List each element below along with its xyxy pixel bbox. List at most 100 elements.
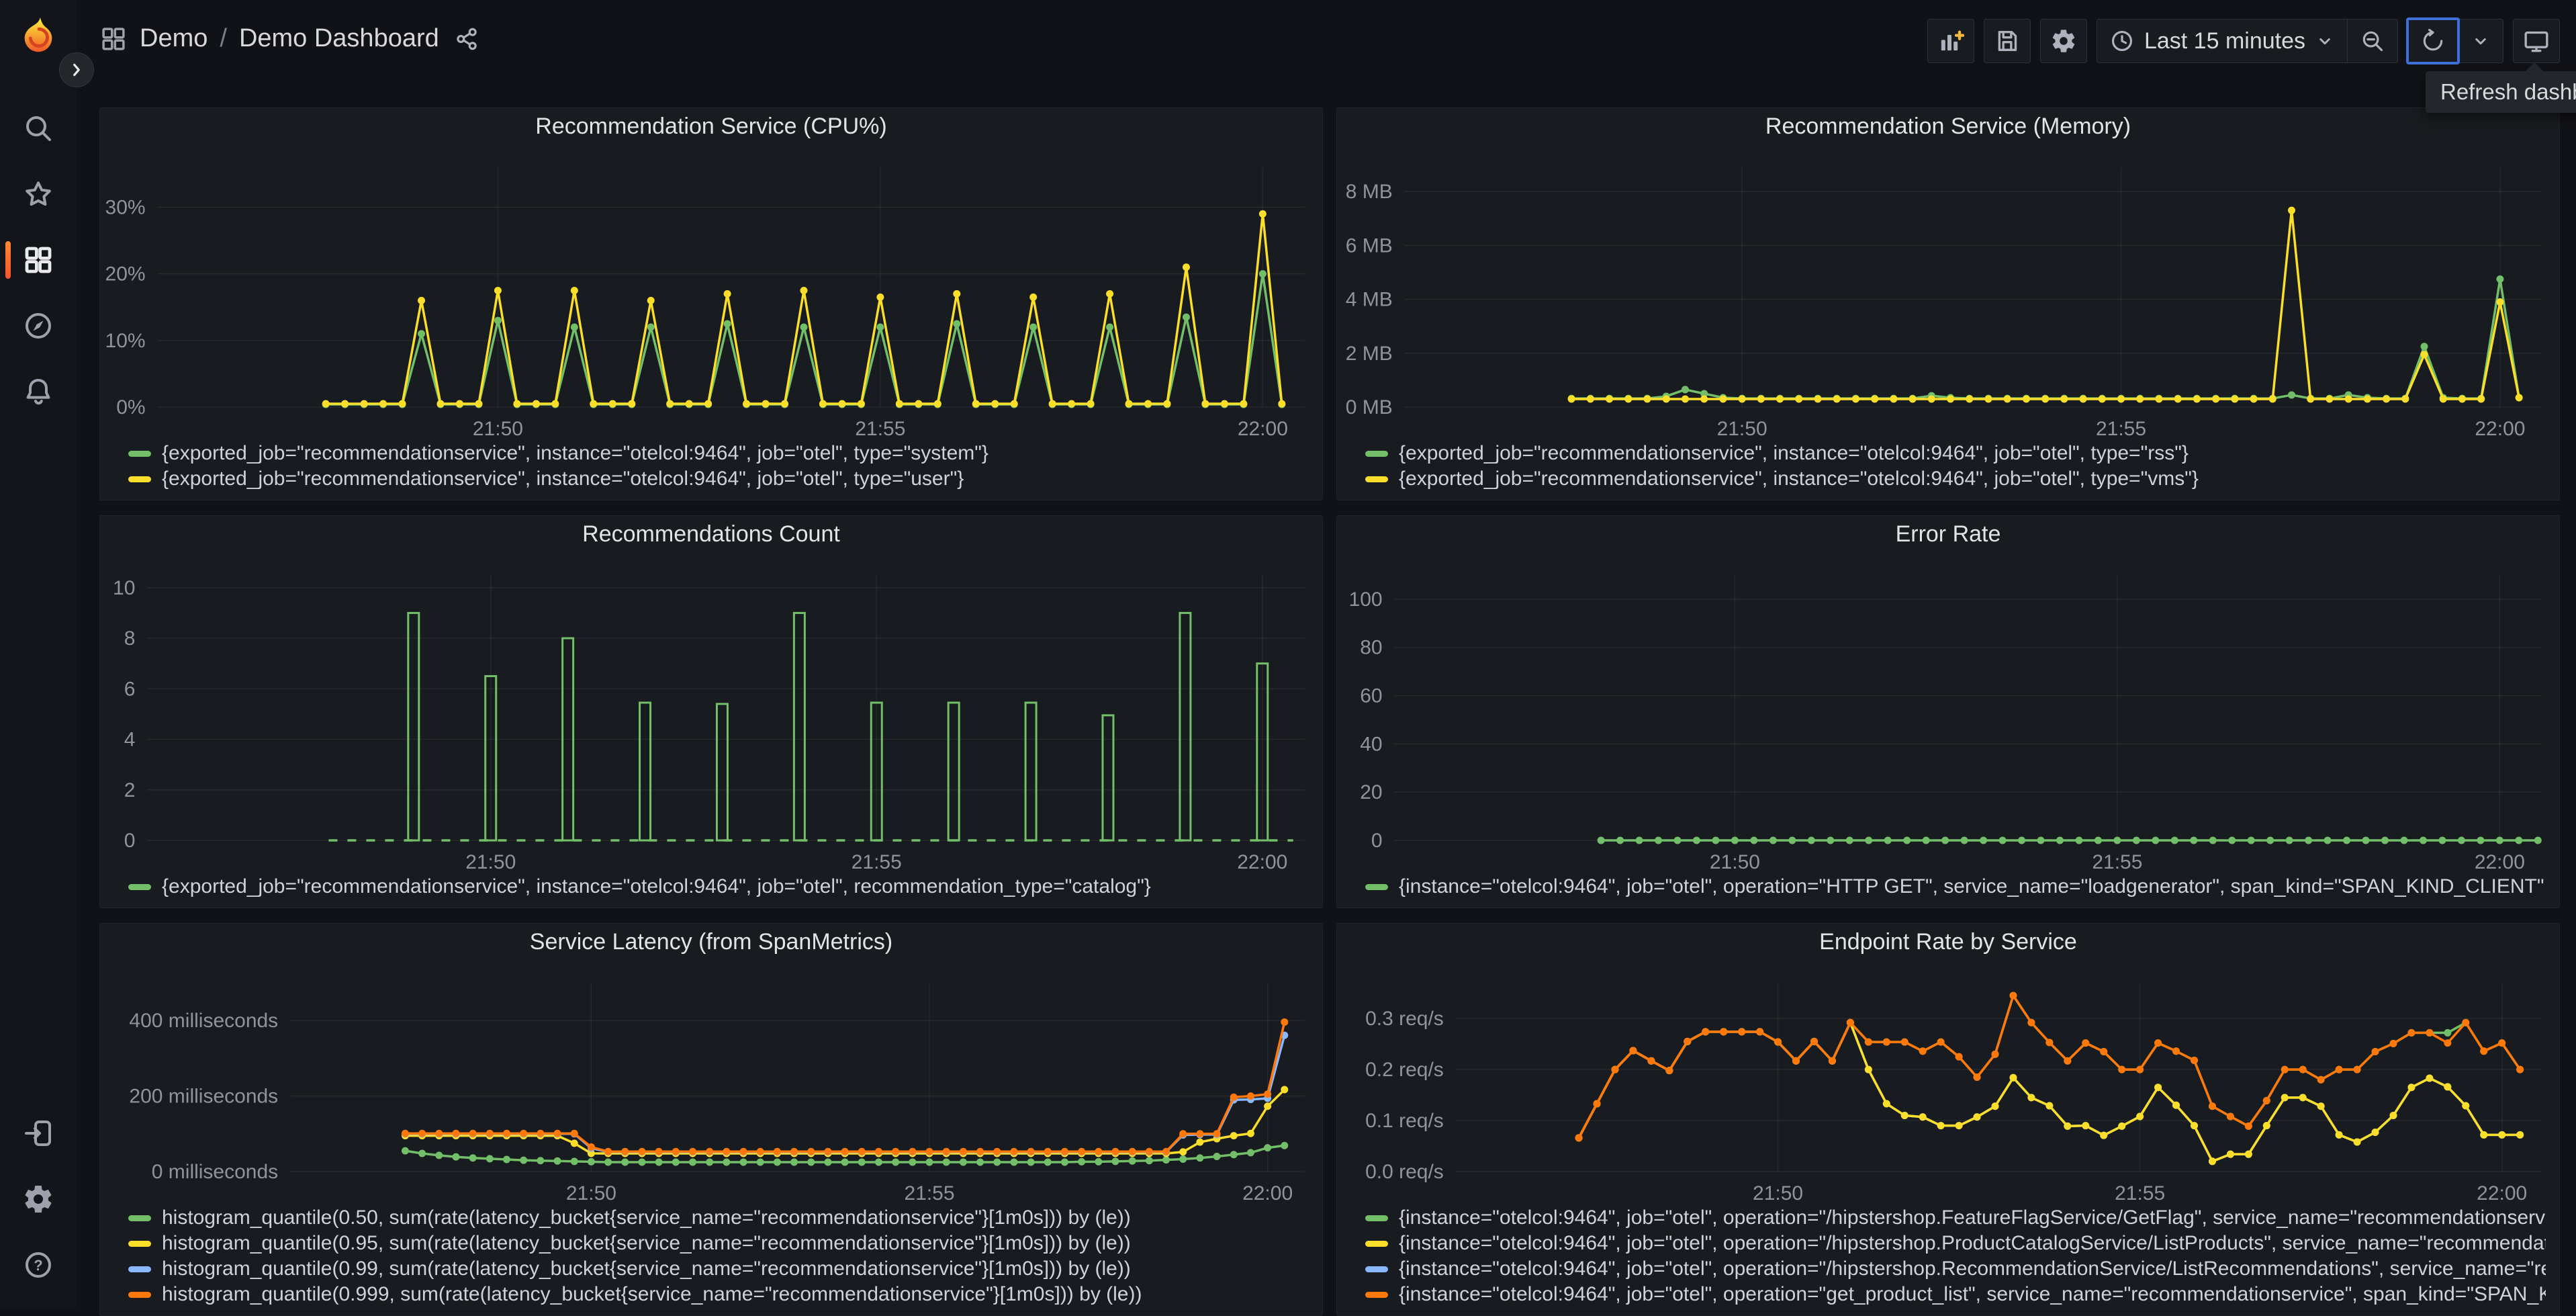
legend-item[interactable]: {instance="otelcol:9464", job="otel", op… bbox=[1365, 1256, 2546, 1282]
legend-item[interactable]: histogram_quantile(0.999, sum(rate(laten… bbox=[128, 1282, 1309, 1307]
svg-text:22:00: 22:00 bbox=[2477, 1182, 2527, 1204]
gear-icon bbox=[2052, 30, 2075, 52]
legend-item[interactable]: {instance="otelcol:9464", job="otel", op… bbox=[1365, 1231, 2546, 1256]
error-rate-legend: {instance="otelcol:9464", job="otel", op… bbox=[1337, 873, 2559, 908]
dashboards-grid-icon bbox=[102, 27, 125, 50]
svg-text:21:55: 21:55 bbox=[2092, 851, 2142, 873]
legend-item[interactable]: {exported_job="recommendationservice", i… bbox=[128, 466, 1309, 492]
panel-title[interactable]: Recommendations Count bbox=[582, 521, 840, 547]
svg-text:22:00: 22:00 bbox=[1237, 851, 1287, 873]
panel-title[interactable]: Endpoint Rate by Service bbox=[1819, 928, 2077, 955]
panel-title[interactable]: Recommendation Service (Memory) bbox=[1765, 113, 2131, 139]
svg-text:200 milliseconds: 200 milliseconds bbox=[129, 1086, 278, 1108]
breadcrumb-folder[interactable]: Demo bbox=[140, 24, 208, 52]
legend-label: {exported_job="recommendationservice", i… bbox=[162, 875, 1151, 897]
sidebar-item-sign-in[interactable] bbox=[0, 1100, 77, 1166]
recommendations-count-chart[interactable]: 21:50 21:55 22:00 0 2 4 6 8 10 bbox=[100, 552, 1322, 873]
legend-item[interactable]: histogram_quantile(0.50, sum(rate(latenc… bbox=[128, 1205, 1309, 1231]
legend-swatch bbox=[128, 1291, 151, 1298]
svg-text:60: 60 bbox=[1360, 685, 1382, 707]
active-section-indicator bbox=[5, 241, 11, 279]
panel-recommendation-memory: Recommendation Service (Memory) 21:50 21:… bbox=[1336, 107, 2560, 500]
legend-swatch bbox=[128, 1215, 151, 1221]
share-icon[interactable] bbox=[454, 26, 479, 52]
chevron-right-icon bbox=[73, 63, 80, 77]
refresh-icon bbox=[2423, 28, 2443, 51]
error-rate-chart[interactable]: 21:50 21:55 22:00 0 20 40 60 80 100 bbox=[1337, 552, 2559, 873]
panel-recommendations-count: Recommendations Count 21:50 21:55 22:00 0 2 4… bbox=[99, 515, 1323, 908]
clock-icon bbox=[2111, 30, 2133, 52]
sidebar-item-settings[interactable] bbox=[0, 1166, 77, 1232]
legend-item[interactable]: histogram_quantile(0.95, sum(rate(latenc… bbox=[128, 1231, 1309, 1256]
add-panel-button[interactable] bbox=[1927, 19, 1974, 63]
legend-item[interactable]: histogram_quantile(0.99, sum(rate(latenc… bbox=[128, 1256, 1309, 1282]
refresh-dashboard-button[interactable] bbox=[2406, 17, 2460, 64]
sidebar-expand-button[interactable] bbox=[59, 52, 94, 87]
svg-text:21:55: 21:55 bbox=[2096, 418, 2146, 439]
dashboard-settings-button[interactable] bbox=[2039, 19, 2087, 63]
legend-label: {instance="otelcol:9464", job="otel", op… bbox=[1399, 1207, 2546, 1229]
service-latency-chart[interactable]: 21:50 21:55 22:00 0 milliseconds 200 millise… bbox=[100, 960, 1322, 1204]
refresh-interval-dropdown[interactable] bbox=[2458, 19, 2503, 62]
svg-text:100: 100 bbox=[1349, 588, 1383, 611]
legend-swatch bbox=[1365, 883, 1388, 890]
legend-label: {instance="otelcol:9464", job="otel", op… bbox=[1399, 875, 2546, 897]
endpoint-rate-chart[interactable]: 21:50 21:55 22:00 0.0 req/s 0.1 req/s 0.2 req… bbox=[1337, 960, 2559, 1204]
legend-swatch bbox=[1365, 1266, 1388, 1272]
sidebar-item-search[interactable] bbox=[0, 95, 77, 161]
star-icon bbox=[26, 181, 51, 206]
legend-swatch bbox=[1365, 476, 1388, 482]
panel-title[interactable]: Error Rate bbox=[1895, 521, 2001, 547]
legend-item[interactable]: {exported_job="recommendationservice", i… bbox=[128, 874, 1309, 900]
dashboard-topbar: Demo / Demo Dashboard bbox=[77, 0, 2576, 113]
sidebar-item-starred[interactable] bbox=[0, 161, 77, 227]
legend-item[interactable]: {instance="otelcol:9464", job="otel", op… bbox=[1365, 1205, 2546, 1231]
svg-text:20%: 20% bbox=[105, 263, 146, 286]
nav-sidebar: ? bbox=[0, 0, 77, 1309]
legend-item[interactable]: {instance="otelcol:9464", job="otel", op… bbox=[1365, 874, 2546, 900]
sidebar-item-help[interactable]: ? bbox=[0, 1232, 77, 1298]
svg-text:0.2 req/s: 0.2 req/s bbox=[1365, 1059, 1444, 1081]
legend-item[interactable]: {instance="otelcol:9464", job="otel", op… bbox=[1365, 1282, 2546, 1307]
svg-text:21:50: 21:50 bbox=[1753, 1182, 1803, 1204]
time-range-picker[interactable]: Last 15 minutes bbox=[2097, 19, 2347, 62]
legend-swatch bbox=[1365, 450, 1388, 457]
panel-title[interactable]: Recommendation Service (CPU%) bbox=[535, 113, 887, 139]
svg-text:21:50: 21:50 bbox=[473, 418, 523, 439]
sidebar-item-dashboards[interactable] bbox=[0, 227, 77, 293]
svg-text:6 MB: 6 MB bbox=[1346, 234, 1393, 257]
compass-icon bbox=[26, 313, 51, 339]
dashboard-canvas: Recommendation Service (CPU%) 21:50 21:55… bbox=[99, 107, 2560, 1316]
svg-text:21:55: 21:55 bbox=[855, 418, 905, 439]
save-dashboard-button[interactable] bbox=[1983, 19, 2031, 63]
legend-swatch bbox=[128, 450, 151, 457]
panel-header: Endpoint Rate by Service bbox=[1337, 924, 2559, 960]
sidebar-item-alerting[interactable] bbox=[0, 359, 77, 425]
panel-title[interactable]: Service Latency (from SpanMetrics) bbox=[529, 928, 893, 955]
kiosk-mode-button[interactable] bbox=[2513, 19, 2560, 63]
grafana-logo[interactable] bbox=[17, 15, 59, 56]
legend-label: histogram_quantile(0.95, sum(rate(latenc… bbox=[162, 1232, 1131, 1254]
add-panel-icon bbox=[1941, 30, 1964, 51]
svg-text:0 MB: 0 MB bbox=[1346, 396, 1393, 419]
panel-endpoint-rate: Endpoint Rate by Service 21:50 21:55 22:00… bbox=[1336, 923, 2560, 1316]
memory-chart[interactable]: 21:50 21:55 22:00 0 MB 2 MB 4 MB 6 MB 8 MB bbox=[1337, 144, 2559, 439]
chevron-down-icon bbox=[2319, 38, 2330, 45]
legend-item[interactable]: {exported_job="recommendationservice", i… bbox=[128, 441, 1309, 466]
sidebar-item-explore[interactable] bbox=[0, 293, 77, 359]
svg-text:0.3 req/s: 0.3 req/s bbox=[1365, 1008, 1444, 1030]
zoom-out-button[interactable] bbox=[2348, 19, 2397, 62]
legend-label: {instance="otelcol:9464", job="otel", op… bbox=[1399, 1232, 2546, 1254]
cpu-legend: {exported_job="recommendationservice", i… bbox=[100, 439, 1322, 500]
svg-text:2 MB: 2 MB bbox=[1346, 343, 1393, 365]
svg-text:21:55: 21:55 bbox=[2115, 1182, 2165, 1204]
svg-text:0: 0 bbox=[124, 830, 136, 852]
bell-icon bbox=[26, 379, 50, 405]
legend-item[interactable]: {exported_job="recommendationservice", i… bbox=[1365, 466, 2546, 492]
legend-item[interactable]: {exported_job="recommendationservice", i… bbox=[1365, 441, 2546, 466]
svg-text:22:00: 22:00 bbox=[2475, 418, 2525, 439]
breadcrumb-dashboard-title[interactable]: Demo Dashboard bbox=[238, 24, 439, 52]
svg-text:0 milliseconds: 0 milliseconds bbox=[152, 1161, 278, 1183]
cpu-chart[interactable]: 21:50 21:55 22:00 0% 10% 20% 30% bbox=[100, 144, 1322, 439]
refresh-tooltip: Refresh dashboard bbox=[2426, 71, 2576, 113]
